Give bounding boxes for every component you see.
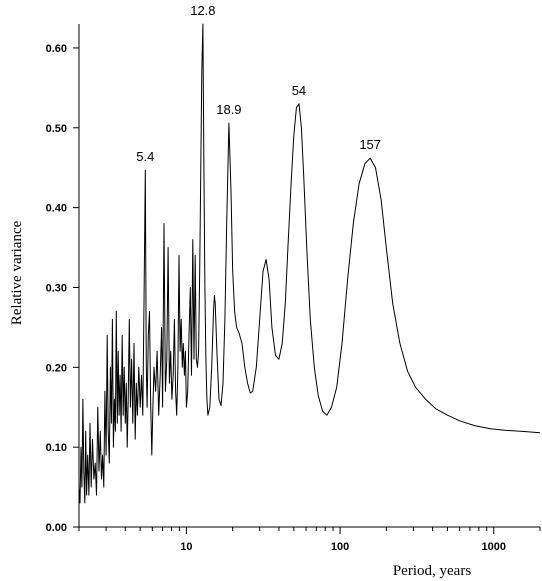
peak-label: 18.9: [216, 102, 241, 117]
peak-label: 5.4: [136, 149, 154, 164]
x-axis-title: Period, years: [393, 563, 471, 579]
y-tick-label: 0.40: [46, 203, 67, 215]
peak-label: 12.8: [190, 3, 215, 18]
spectrum-line: [78, 23, 541, 504]
y-tick-label: 0.20: [46, 362, 67, 374]
x-tick-label: 1000: [481, 541, 505, 553]
y-tick-label: 0.10: [46, 442, 67, 454]
y-tick-label: 0.60: [46, 43, 67, 55]
x-axis-ticks: 10 100 1000: [78, 527, 541, 553]
peak-annotations: 5.4 12.8 18.9 54 157: [136, 3, 381, 164]
y-axis-ticks: 0.00 0.10 0.20 0.30 0.40 0.50 0.60: [46, 43, 79, 534]
peak-label: 157: [359, 137, 381, 152]
y-tick-label: 0.50: [46, 123, 67, 135]
y-tick-label: 0.00: [46, 522, 67, 534]
y-tick-label: 0.30: [46, 282, 67, 294]
y-axis-title: Relative variance: [9, 220, 25, 325]
peak-label: 54: [292, 83, 306, 98]
x-tick-label: 10: [180, 541, 192, 553]
plot-frame: [78, 24, 540, 528]
x-tick-label: 100: [331, 541, 349, 553]
